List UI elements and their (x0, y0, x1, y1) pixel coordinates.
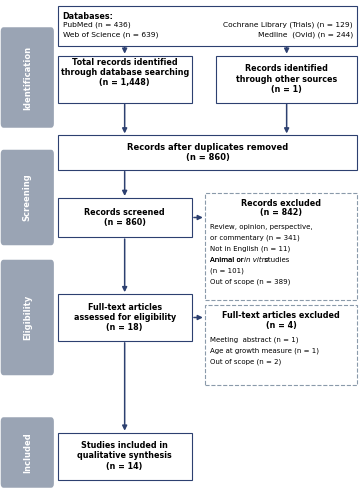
Text: Web of Science (n = 639): Web of Science (n = 639) (63, 32, 158, 38)
Text: Out of scope (n = 2): Out of scope (n = 2) (210, 358, 281, 364)
FancyBboxPatch shape (1, 260, 54, 375)
FancyBboxPatch shape (1, 27, 54, 128)
FancyBboxPatch shape (58, 6, 357, 46)
Text: Animal or: Animal or (210, 256, 246, 262)
Text: or commentary (n = 341): or commentary (n = 341) (210, 234, 300, 241)
FancyBboxPatch shape (205, 192, 357, 300)
FancyBboxPatch shape (58, 198, 192, 237)
Text: Out of scope (n = 389): Out of scope (n = 389) (210, 278, 290, 285)
Text: Records after duplicates removed
(n = 860): Records after duplicates removed (n = 86… (127, 143, 288, 162)
Text: (n = 842): (n = 842) (260, 208, 302, 218)
Text: Eligibility: Eligibility (23, 295, 32, 340)
Text: Review, opinion, perspective,: Review, opinion, perspective, (210, 224, 313, 230)
Text: Not in English (n = 11): Not in English (n = 11) (210, 246, 290, 252)
Text: Records identified
through other sources
(n = 1): Records identified through other sources… (236, 64, 337, 94)
Text: Meeting  abstract (n = 1): Meeting abstract (n = 1) (210, 336, 298, 343)
Text: Records screened
(n = 860): Records screened (n = 860) (84, 208, 165, 227)
Text: Medline  (Ovid) (n = 244): Medline (Ovid) (n = 244) (258, 32, 353, 38)
Text: Identification: Identification (23, 46, 32, 110)
FancyBboxPatch shape (1, 417, 54, 488)
FancyBboxPatch shape (58, 56, 192, 102)
FancyBboxPatch shape (58, 135, 357, 170)
Text: Animal or: Animal or (210, 256, 246, 262)
FancyBboxPatch shape (58, 294, 192, 341)
FancyBboxPatch shape (58, 432, 192, 480)
Text: PubMed (n = 436): PubMed (n = 436) (63, 22, 130, 28)
FancyBboxPatch shape (1, 150, 54, 246)
Text: Studies included in
qualitative synthesis
(n = 14): Studies included in qualitative synthesi… (77, 441, 172, 471)
Text: Records excluded: Records excluded (241, 198, 321, 207)
Text: in vitro: in vitro (244, 256, 268, 262)
Text: studies: studies (262, 256, 289, 262)
Text: Full-text articles
assessed for eligibility
(n = 18): Full-text articles assessed for eligibil… (74, 302, 176, 332)
Text: Cochrane Library (Trials) (n = 129): Cochrane Library (Trials) (n = 129) (223, 22, 353, 28)
Text: Total records identified
through database searching
(n = 1,448): Total records identified through databas… (60, 58, 189, 88)
Text: Included: Included (23, 432, 32, 473)
FancyBboxPatch shape (205, 305, 357, 385)
Text: Screening: Screening (23, 174, 32, 222)
FancyBboxPatch shape (216, 56, 357, 102)
Text: Databases:: Databases: (63, 12, 114, 22)
Text: Age at growth measure (n = 1): Age at growth measure (n = 1) (210, 347, 319, 354)
Text: Full-text articles excluded: Full-text articles excluded (222, 311, 340, 320)
Text: (n = 4): (n = 4) (266, 321, 297, 330)
Text: (n = 101): (n = 101) (210, 268, 244, 274)
